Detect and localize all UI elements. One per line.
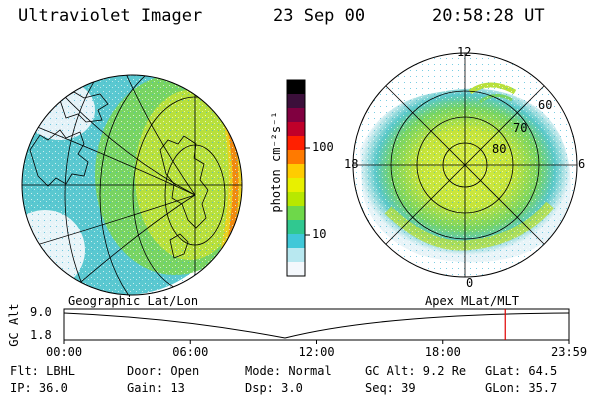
polar-ring-60: 60 (538, 98, 553, 112)
info-filter: Flt: LBHL (10, 364, 76, 378)
timeline-x-tick-label: 18:00 (424, 345, 461, 359)
timeline-left-caption: Geographic Lat/Lon (68, 294, 199, 308)
colorbar-swatch (287, 136, 305, 151)
colorbar-swatch (287, 94, 305, 109)
polar-plot (352, 52, 578, 278)
header-date: 23 Sep 00 (273, 6, 366, 26)
colorbar-swatch (287, 220, 305, 235)
colorbar-swatch (287, 262, 305, 277)
polar-label-noon: 12 (457, 45, 472, 59)
timeline-right-caption: Apex MLat/MLT (425, 294, 519, 308)
info-seq: Seq: 39 (365, 381, 416, 395)
timeline-x-tick-label: 12:00 (298, 345, 335, 359)
info-mode: Mode: Normal (245, 364, 332, 378)
timeline-x-tick-label: 06:00 (172, 345, 209, 359)
polar-ring-70: 70 (513, 121, 528, 135)
info-gc-alt: GC Alt: 9.2 Re (365, 364, 467, 378)
colorbar-swatch (287, 164, 305, 179)
colorbar-unit-label: photon cm⁻²s⁻¹ (269, 111, 283, 213)
timeline-x-tick-label: 23:59 (551, 345, 588, 359)
colorbar-swatch (287, 192, 305, 207)
info-glon: GLon: 35.7 (485, 381, 558, 395)
colorbar-swatch (287, 206, 305, 221)
timeline-y-tick-top: 9.0 (30, 305, 52, 319)
timeline-plot (63, 308, 570, 344)
info-ip: IP: 36.0 (10, 381, 68, 395)
header-time: 20:58:28 UT (432, 6, 545, 26)
colorbar-swatch (287, 150, 305, 165)
info-door: Door: Open (127, 364, 200, 378)
polar-label-dawn: 6 (578, 157, 586, 171)
colorbar-swatch (287, 80, 305, 95)
colorbar-swatch (287, 108, 305, 123)
info-gain: Gain: 13 (127, 381, 185, 395)
timeline-x-tick-label: 00:00 (46, 345, 83, 359)
colorbar (286, 79, 310, 277)
colorbar-swatch (287, 122, 305, 137)
colorbar-swatch (287, 248, 305, 263)
colorbar-swatch (287, 234, 305, 249)
colorbar-label-100: 100 (312, 140, 334, 154)
info-glat: GLat: 64.5 (485, 364, 558, 378)
info-dsp: Dsp: 3.0 (245, 381, 303, 395)
colorbar-label-10: 10 (312, 227, 327, 241)
app-title: Ultraviolet Imager (18, 6, 203, 26)
timeline-y-axis-label: GC Alt (7, 303, 21, 347)
polar-ring-80: 80 (492, 142, 507, 156)
polar-label-midnight: 0 (466, 276, 474, 290)
timeline-y-tick-bottom: 1.8 (30, 328, 52, 342)
colorbar-swatch (287, 178, 305, 193)
polar-label-dusk: 18 (344, 157, 359, 171)
